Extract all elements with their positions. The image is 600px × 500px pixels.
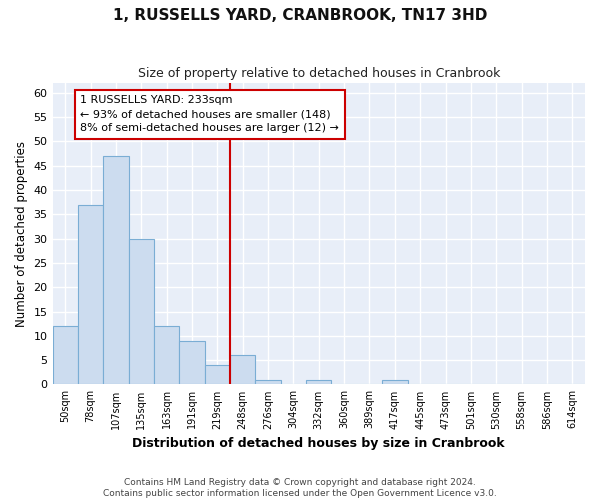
Bar [256, 380, 281, 384]
Bar [128, 238, 154, 384]
Bar [103, 156, 128, 384]
Bar [205, 365, 230, 384]
Text: 1, RUSSELLS YARD, CRANBROOK, TN17 3HD: 1, RUSSELLS YARD, CRANBROOK, TN17 3HD [113, 8, 487, 22]
X-axis label: Distribution of detached houses by size in Cranbrook: Distribution of detached houses by size … [133, 437, 505, 450]
Bar [78, 204, 103, 384]
Bar [154, 326, 179, 384]
Text: 1 RUSSELLS YARD: 233sqm
← 93% of detached houses are smaller (148)
8% of semi-de: 1 RUSSELLS YARD: 233sqm ← 93% of detache… [80, 95, 340, 133]
Bar [382, 380, 407, 384]
Bar [306, 380, 331, 384]
Bar [179, 340, 205, 384]
Bar [230, 356, 256, 384]
Y-axis label: Number of detached properties: Number of detached properties [15, 140, 28, 326]
Bar [53, 326, 78, 384]
Text: Contains HM Land Registry data © Crown copyright and database right 2024.
Contai: Contains HM Land Registry data © Crown c… [103, 478, 497, 498]
Title: Size of property relative to detached houses in Cranbrook: Size of property relative to detached ho… [137, 68, 500, 80]
